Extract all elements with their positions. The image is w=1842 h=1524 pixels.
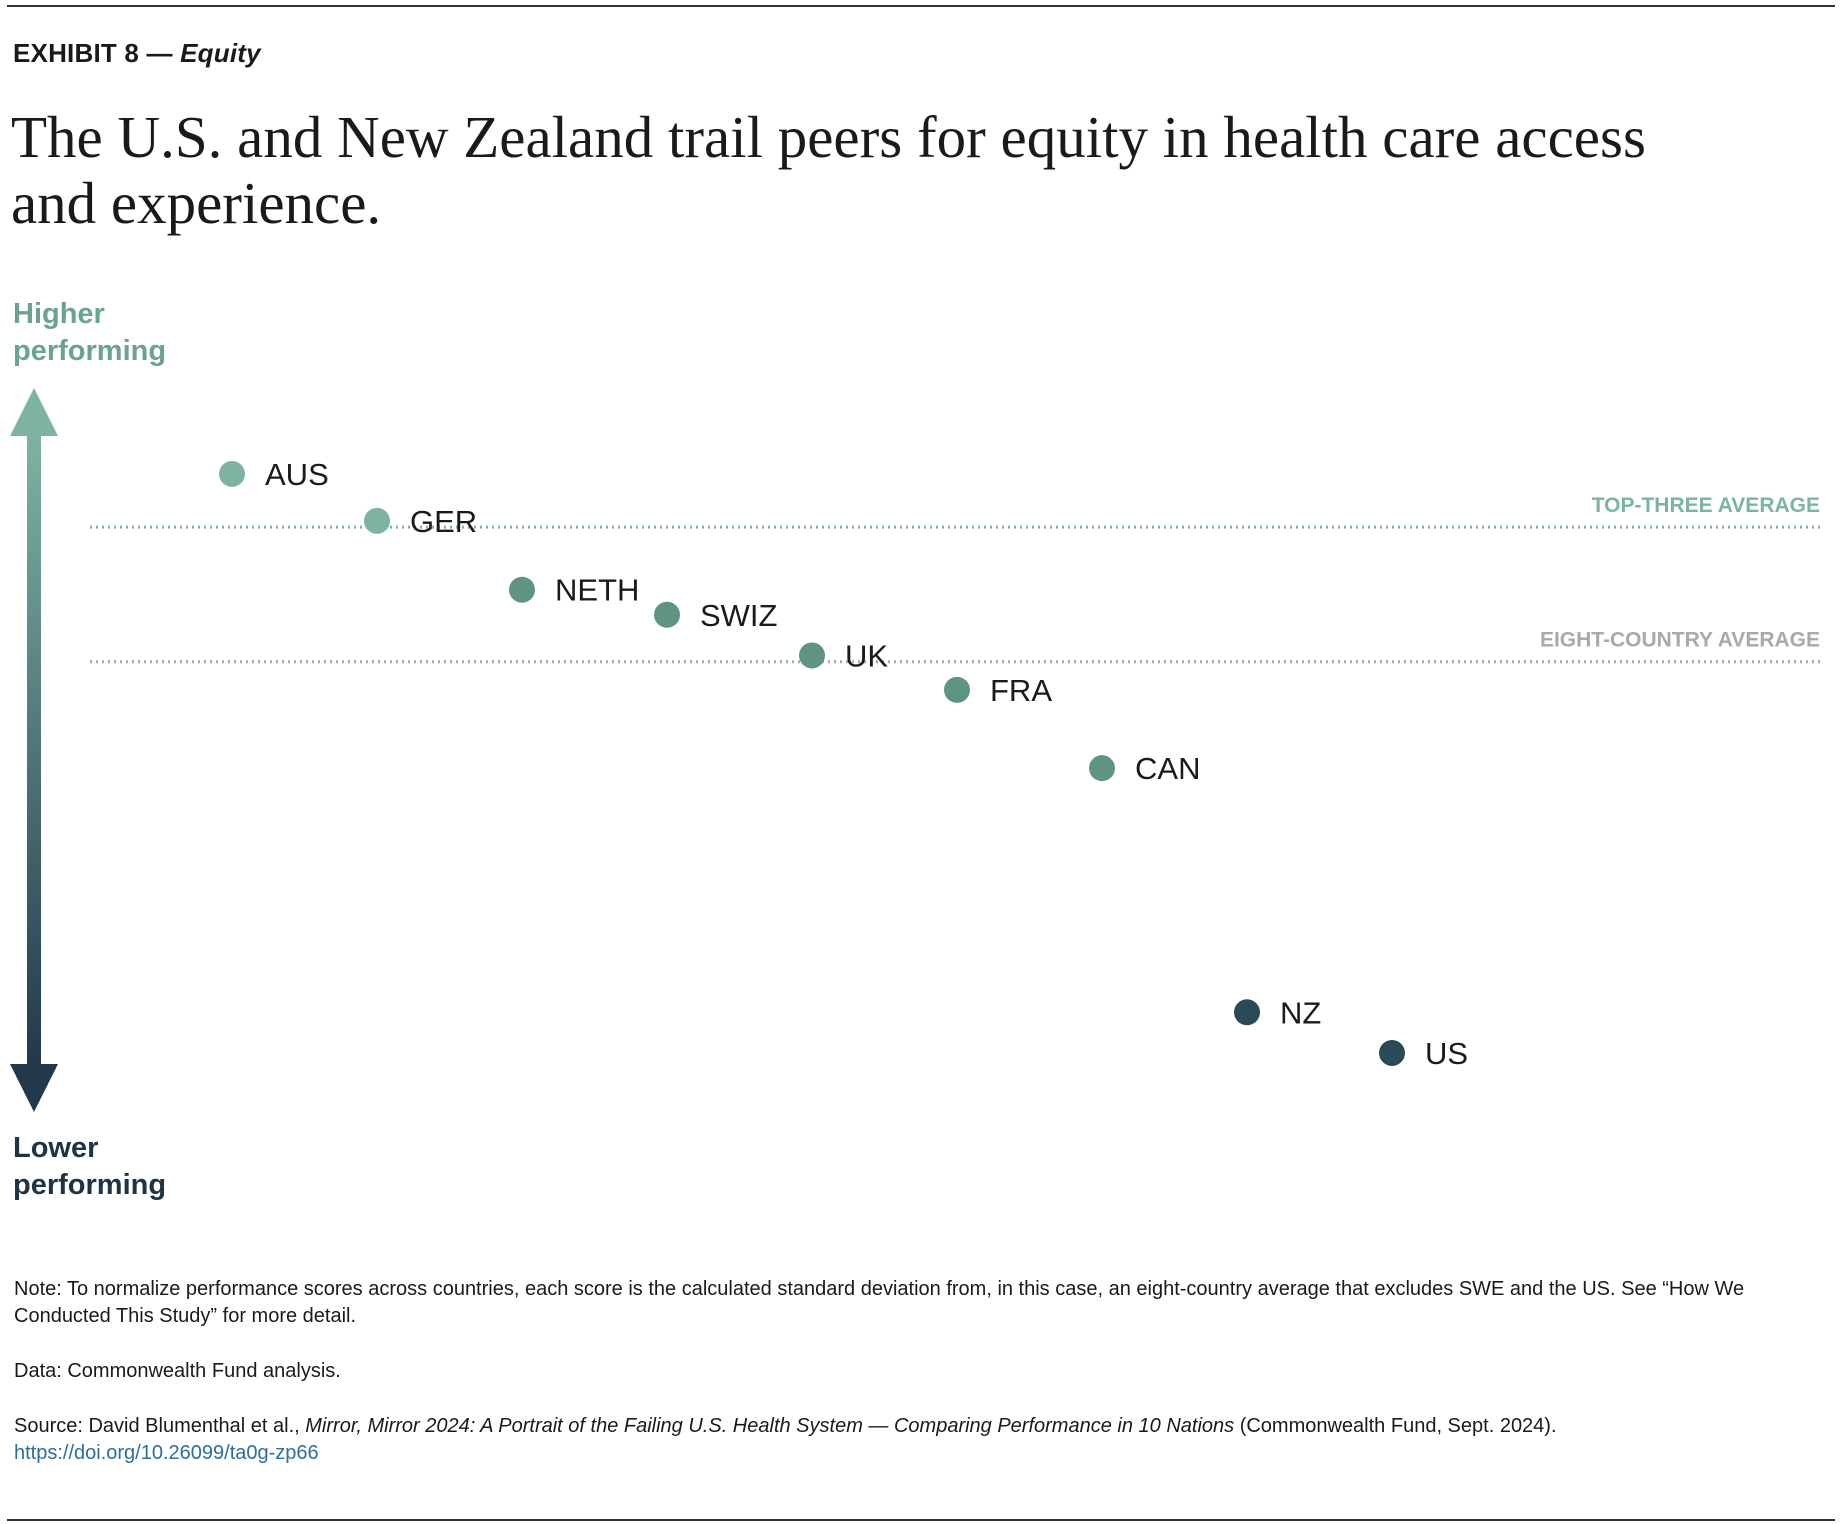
- point-label-aus: AUS: [265, 457, 329, 492]
- equity-scatter-chart: TOP-THREE AVERAGE EIGHT-COUNTRY AVERAGE A…: [10, 388, 1820, 1112]
- point-nz: [1234, 999, 1260, 1026]
- point-uk: [799, 642, 825, 669]
- top-rule: [7, 5, 1835, 7]
- point-aus: [219, 460, 245, 487]
- source-suffix: (Commonwealth Fund, Sept. 2024).: [1234, 1415, 1557, 1437]
- exhibit-label: EXHIBIT 8 — Equity: [13, 38, 261, 69]
- point-fra: [944, 676, 970, 703]
- top-three-averagelabel: TOP-THREE AVERAGE: [1592, 494, 1820, 517]
- point-can: [1089, 755, 1115, 782]
- bottom-rule: [7, 1519, 1835, 1521]
- exhibit-number: EXHIBIT 8 —: [13, 38, 181, 68]
- point-label-ger: GER: [410, 504, 477, 539]
- source-title: Mirror, Mirror 2024: A Portrait of the F…: [305, 1415, 1235, 1437]
- arrow-up-head: [10, 388, 58, 436]
- eight-country-averagelabel: EIGHT-COUNTRY AVERAGE: [1540, 629, 1820, 652]
- higher-label-line2: performing: [13, 335, 167, 367]
- lower-label-line2: performing: [13, 1169, 167, 1201]
- chart-headline: The U.S. and New Zealand trail peers for…: [11, 104, 1646, 236]
- point-label-fra: FRA: [990, 673, 1052, 708]
- point-us: [1379, 1039, 1405, 1066]
- point-label-can: CAN: [1135, 751, 1200, 786]
- higher-performing-label: Higher performing: [13, 296, 166, 370]
- footnotes: Note: To normalize performance scores ac…: [14, 1276, 1834, 1495]
- point-ger: [364, 507, 390, 534]
- point-label-swiz: SWIZ: [700, 598, 778, 633]
- performance-arrow: [10, 388, 58, 1112]
- data-text: Data: Commonwealth Fund analysis.: [14, 1360, 341, 1382]
- point-label-nz: NZ: [1280, 995, 1321, 1030]
- reference-lines: TOP-THREE AVERAGE EIGHT-COUNTRY AVERAGE: [90, 494, 1820, 664]
- point-label-us: US: [1425, 1036, 1468, 1071]
- point-swiz: [654, 601, 680, 628]
- arrow-down-head: [10, 1064, 58, 1112]
- higher-label-line1: Higher: [13, 298, 105, 330]
- point-label-uk: UK: [845, 638, 888, 673]
- source-prefix: Source: David Blumenthal et al.,: [14, 1415, 306, 1437]
- note-text: Note: To normalize performance scores ac…: [14, 1278, 1745, 1327]
- exhibit-topic: Equity: [180, 38, 261, 68]
- data-points: AUS GER NETH SWIZ UK FRA CAN NZ US: [219, 457, 1468, 1071]
- doi-link[interactable]: https://doi.org/10.26099/ta0g-zp66: [14, 1442, 319, 1464]
- point-label-neth: NETH: [555, 573, 639, 608]
- point-neth: [509, 576, 535, 603]
- source-text: Source: David Blumenthal et al., Mirror,…: [14, 1413, 1834, 1467]
- arrow-shaft: [27, 434, 41, 1066]
- lower-performing-label: Lower performing: [13, 1130, 166, 1204]
- lower-label-line1: Lower: [13, 1132, 99, 1164]
